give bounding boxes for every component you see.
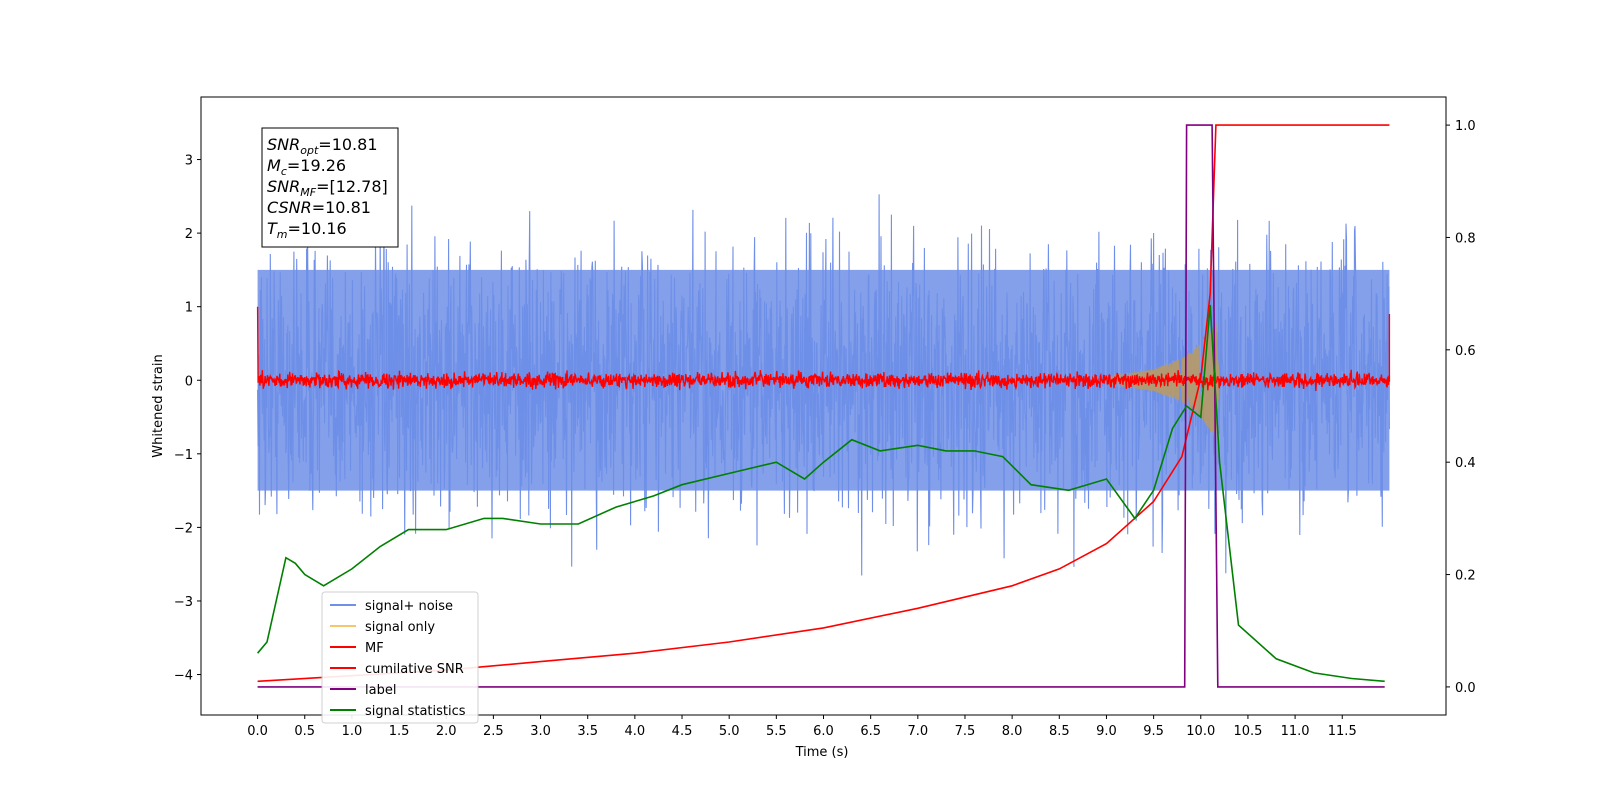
series-cumulative-snr xyxy=(257,124,1390,683)
x-tick-label: 4.0 xyxy=(625,724,646,739)
info-box-line: CSNR=10.81 xyxy=(267,198,371,217)
x-tick-label: 9.0 xyxy=(1096,724,1117,739)
x-tick-label: 1.5 xyxy=(389,724,410,739)
x-tick-label: 0.5 xyxy=(294,724,315,739)
info-box-line: SNRMF=[12.78] xyxy=(267,177,388,199)
x-tick-label: 8.5 xyxy=(1049,724,1070,739)
x-tick-label: 9.5 xyxy=(1143,724,1164,739)
x-tick-label: 10.0 xyxy=(1186,724,1215,739)
legend: signal+ noise signal only MF cumilative SNR… xyxy=(321,591,479,724)
y2-tick-label: 0.8 xyxy=(1455,231,1476,246)
x-tick-label: 8.0 xyxy=(1002,724,1023,739)
legend-entry: signal+ noise xyxy=(365,599,453,614)
x-tick-label: 7.0 xyxy=(907,724,928,739)
x-tick-label: 7.5 xyxy=(955,724,976,739)
y-axis-left: 3 2 1 0 −1 −2 −3 −4 xyxy=(174,154,201,684)
x-tick-label: 5.0 xyxy=(719,724,740,739)
y-tick-label: −1 xyxy=(174,448,193,463)
y2-tick-label: 1.0 xyxy=(1455,119,1476,134)
info-box-line: Tm=10.16 xyxy=(267,219,347,241)
y2-tick-label: 0.6 xyxy=(1455,344,1476,359)
legend-entry: MF xyxy=(365,641,384,656)
x-tick-label: 2.5 xyxy=(483,724,504,739)
y-axis-right: 1.0 0.8 0.6 0.4 0.2 0.0 xyxy=(1446,119,1476,696)
legend-entry: signal statistics xyxy=(365,704,466,719)
y-tick-label: 3 xyxy=(185,154,193,169)
y-axis-label: Whitened strain xyxy=(151,354,166,457)
legend-entry: signal only xyxy=(365,620,435,635)
legend-entry: cumilative SNR xyxy=(365,662,464,677)
y2-tick-label: 0.0 xyxy=(1455,681,1476,696)
series-label xyxy=(257,124,1385,688)
x-tick-label: 6.5 xyxy=(860,724,881,739)
x-tick-label: 10.5 xyxy=(1233,724,1262,739)
y-tick-label: 0 xyxy=(185,374,193,389)
series-mf xyxy=(256,306,1391,391)
x-tick-label: 0.0 xyxy=(247,724,268,739)
x-tick-label: 6.0 xyxy=(813,724,834,739)
x-tick-label: 2.0 xyxy=(436,724,457,739)
y2-tick-label: 0.4 xyxy=(1455,456,1476,471)
x-tick-label: 11.5 xyxy=(1328,724,1357,739)
x-axis-label: Time (s) xyxy=(795,745,849,760)
legend-entry: label xyxy=(365,683,396,698)
info-box-line: Mc=19.26 xyxy=(267,156,346,178)
plot-area xyxy=(256,124,1391,688)
legend-frame xyxy=(321,591,479,724)
info-box-frame xyxy=(261,127,399,248)
y-tick-label: 2 xyxy=(185,227,193,242)
info-box: SNRopt=10.81Mc=19.26SNRMF=[12.78]CSNR=10… xyxy=(261,127,399,248)
x-tick-label: 3.5 xyxy=(577,724,598,739)
x-tick-label: 4.5 xyxy=(672,724,693,739)
y-tick-label: −3 xyxy=(174,595,193,610)
x-tick-label: 5.5 xyxy=(766,724,787,739)
y2-tick-label: 0.2 xyxy=(1455,569,1476,584)
info-box-line: SNRopt=10.81 xyxy=(267,135,378,157)
y-tick-label: −4 xyxy=(174,669,193,684)
x-axis: 0.0 0.5 1.0 1.5 2.0 2.5 3.0 3.5 4.0 4.5 5.0 5.5 6.0 6… xyxy=(247,715,1357,739)
y-tick-label: −2 xyxy=(174,521,193,536)
y-tick-label: 1 xyxy=(185,301,193,316)
series-signal-statistics xyxy=(256,304,1385,683)
x-tick-label: 3.0 xyxy=(530,724,551,739)
x-tick-label: 11.0 xyxy=(1281,724,1310,739)
x-tick-label: 1.0 xyxy=(342,724,363,739)
